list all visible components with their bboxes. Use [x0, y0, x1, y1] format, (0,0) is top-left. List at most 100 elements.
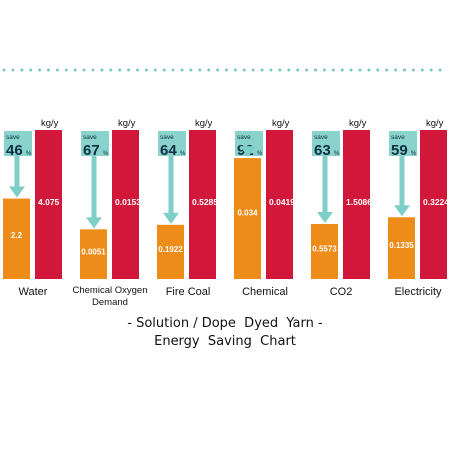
save-arrow-head	[163, 212, 179, 224]
divider-dot	[305, 68, 309, 72]
divider-dot	[287, 68, 291, 72]
divider-dot	[278, 68, 282, 72]
bar-before	[112, 130, 139, 279]
unit-label: kg/y	[118, 118, 136, 129]
save-percent-sign: %	[180, 151, 186, 157]
bar-after-label: 0.1922	[158, 245, 183, 254]
divider-dot	[64, 68, 68, 72]
bar-before-label: 0.0419	[269, 197, 295, 207]
save-word: save	[237, 134, 251, 141]
save-arrow-shaft	[168, 156, 174, 214]
save-box	[81, 131, 109, 156]
save-percent-sign: %	[257, 151, 263, 157]
divider-dot	[340, 68, 344, 72]
divider-dot	[144, 68, 148, 72]
divider-dot	[100, 68, 104, 72]
divider-dot	[420, 68, 424, 72]
save-arrow-shaft	[322, 156, 328, 213]
divider-dot	[438, 68, 442, 72]
save-percent: 64	[160, 142, 177, 159]
divider-dot	[55, 68, 59, 72]
divider-dot	[314, 68, 317, 72]
bar-after	[80, 229, 107, 279]
save-word: save	[314, 134, 328, 141]
category-label: Fire Coal	[166, 286, 211, 298]
bar-after	[388, 217, 415, 279]
save-arrow-head	[394, 205, 410, 217]
divider-dot	[180, 68, 184, 72]
save-percent-sign: %	[103, 151, 109, 157]
divider-dot	[207, 68, 211, 72]
bar-after-label: 0.1335	[389, 241, 414, 250]
divider-dot	[136, 68, 139, 72]
divider-dot	[118, 68, 122, 72]
divider-dot	[2, 68, 6, 72]
bar-after-label: 0.034	[237, 209, 258, 218]
divider-dot	[331, 68, 335, 72]
divider-dot	[225, 68, 228, 72]
save-word: save	[391, 134, 405, 141]
save-percent: 67	[83, 142, 100, 159]
chart-title-line-1: - Solution / Dope Dyed Yarn -	[127, 316, 323, 331]
divider-dot	[189, 68, 193, 72]
divider-dot	[260, 68, 264, 72]
divider-dot	[242, 68, 246, 72]
divider-dot	[127, 68, 131, 72]
divider-dot	[47, 68, 50, 72]
save-percent-sign: %	[26, 151, 32, 157]
divider-dot	[296, 68, 300, 72]
save-box	[158, 131, 186, 156]
save-arrow-head	[240, 146, 256, 158]
divider-dot	[73, 68, 77, 72]
unit-label: kg/y	[41, 118, 59, 129]
divider-dot	[233, 68, 237, 72]
save-percent: 63	[314, 142, 331, 159]
unit-label: kg/y	[195, 118, 213, 129]
divider-dot	[429, 68, 433, 72]
category-label: Chemical Oxygen Demand	[73, 285, 148, 308]
category-label: Water	[19, 286, 48, 298]
divider-dot	[358, 68, 362, 72]
divider-dot	[82, 68, 86, 72]
save-arrow-shaft	[399, 156, 405, 207]
bar-after-label: 0.0051	[81, 248, 106, 257]
divider-dot	[38, 68, 42, 72]
save-arrow-shaft	[14, 156, 20, 188]
save-box	[312, 131, 340, 156]
save-arrow-head	[317, 211, 333, 223]
save-word: save	[160, 134, 174, 141]
divider-dot	[394, 68, 398, 72]
save-arrow-shaft	[91, 156, 97, 219]
divider-dot	[91, 68, 95, 72]
divider-dot	[216, 68, 220, 72]
chart-title-line-2: Energy Saving Chart	[154, 334, 296, 349]
unit-label: kg/y	[349, 118, 367, 129]
save-arrow-head	[9, 186, 25, 198]
divider-dot	[153, 68, 157, 72]
category-label: CO2	[330, 286, 353, 298]
save-word: save	[83, 134, 97, 141]
divider-dot	[162, 68, 166, 72]
bar-before-label: 0.0153	[115, 197, 141, 207]
divider-dot	[322, 68, 326, 72]
divider-dot	[349, 68, 353, 72]
bar-before	[420, 130, 447, 279]
bar-before	[343, 130, 370, 279]
bar-after	[311, 223, 338, 279]
divider-dot	[376, 68, 380, 72]
divider-dot	[385, 68, 389, 72]
divider-dot	[367, 68, 371, 72]
bar-after	[234, 158, 261, 279]
divider-dot	[403, 68, 406, 72]
save-percent: 59	[391, 142, 408, 159]
bar-after-label: 2.2	[11, 231, 23, 240]
save-percent-sign: %	[334, 151, 340, 157]
bar-before-label: 1.5086	[346, 197, 372, 207]
bar-before	[266, 130, 293, 279]
divider-dot	[29, 68, 33, 72]
divider-dot	[269, 68, 273, 72]
unit-label: kg/y	[426, 118, 444, 129]
save-box	[389, 131, 417, 156]
bar-before	[189, 130, 216, 279]
category-label: Chemical	[242, 286, 288, 298]
